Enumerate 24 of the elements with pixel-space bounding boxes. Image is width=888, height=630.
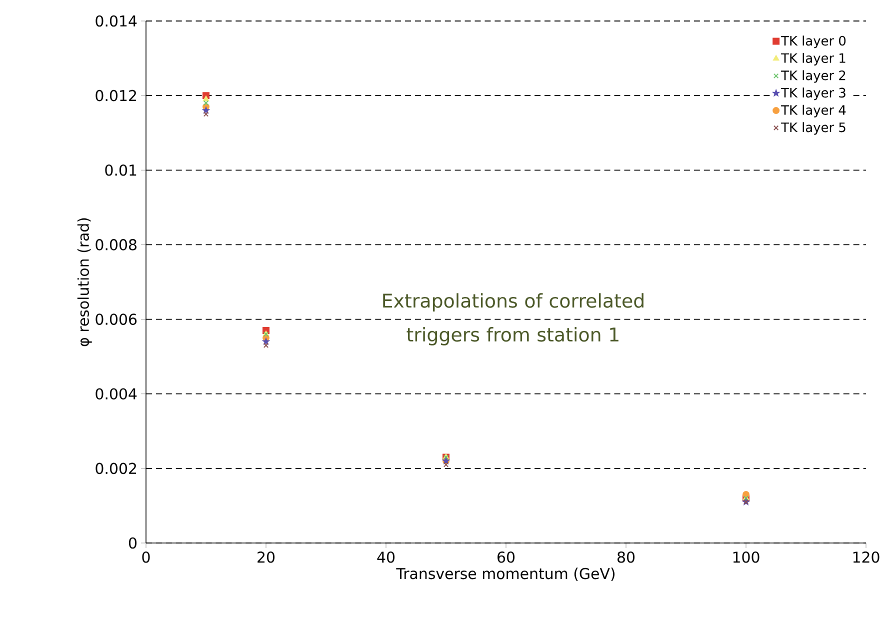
x-tick-label: 60: [498, 551, 515, 563]
legend-label: TK layer 0: [781, 36, 846, 48]
y-tick-label: 0.008: [96, 239, 136, 250]
y-tick-label: 0.01: [105, 164, 136, 176]
y-tick-label: 0.012: [96, 90, 136, 102]
x-tick-label: 80: [618, 551, 635, 563]
x-tick-label: 20: [258, 551, 275, 563]
y-axis-title: φ resolution (rad): [77, 218, 92, 346]
y-tick-label: 0.002: [96, 462, 136, 474]
x-tick-label: 120: [853, 551, 880, 563]
legend-label: TK layer 1: [781, 52, 846, 66]
x-tick-label: 100: [733, 551, 760, 563]
legend-label: TK layer 2: [781, 70, 846, 83]
y-tick-label: 0.004: [96, 388, 137, 400]
x-tick-label: 40: [377, 551, 395, 563]
y-tick-label: 0.006: [96, 314, 137, 325]
y-tick-label: 0: [128, 537, 137, 549]
x-tick-label: 0: [142, 551, 150, 563]
legend-label: TK layer 5: [781, 122, 846, 135]
annotation: Extrapolations of correlated triggers from station 1: [383, 293, 644, 346]
legend-label: TK layer 4: [781, 104, 846, 118]
legend-label: TK layer 3: [781, 88, 846, 100]
y-tick-label: 0.014: [96, 15, 137, 27]
x-axis-title: Transverse momentum (GeV): [396, 568, 615, 581]
